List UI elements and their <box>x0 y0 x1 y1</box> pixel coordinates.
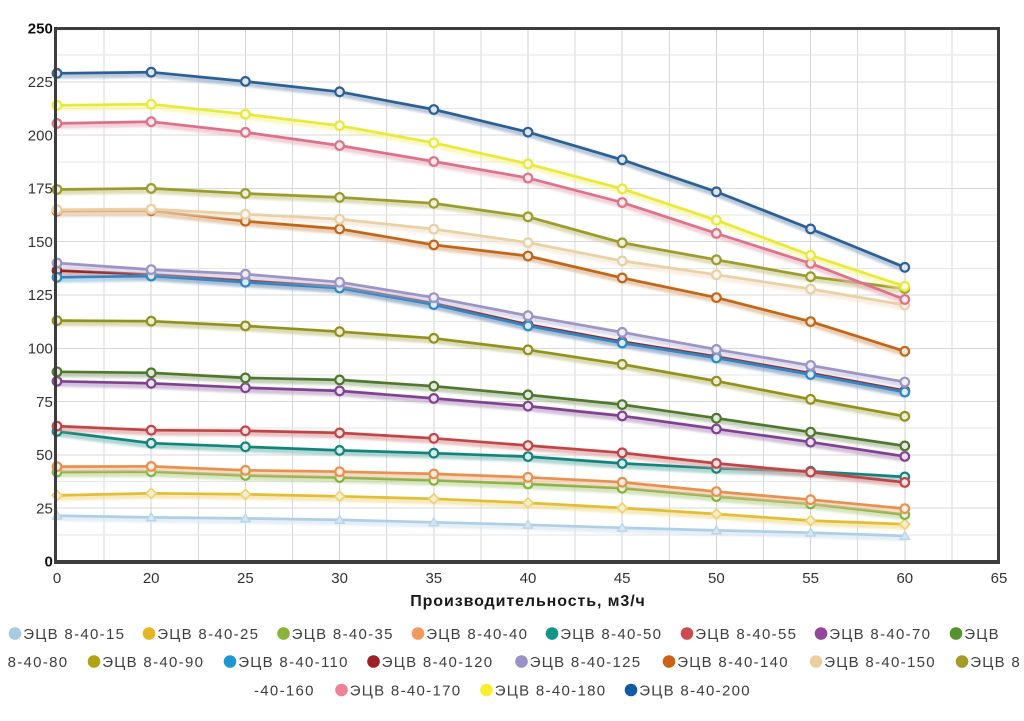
svg-text:125: 125 <box>28 287 53 304</box>
svg-text:175: 175 <box>28 181 53 198</box>
svg-text:100: 100 <box>28 341 53 358</box>
svg-text:35: 35 <box>425 570 442 587</box>
svg-text:65: 65 <box>991 570 1008 587</box>
svg-text:ЭЦВ 8-40-170: ЭЦВ 8-40-170 <box>350 682 462 699</box>
svg-text:55: 55 <box>802 570 819 587</box>
svg-text:50: 50 <box>36 447 53 464</box>
svg-text:ЭЦВ 8-40-35: ЭЦВ 8-40-35 <box>292 626 394 643</box>
svg-text:ЭЦВ 8-40-15: ЭЦВ 8-40-15 <box>23 626 125 643</box>
svg-text:25: 25 <box>237 570 254 587</box>
svg-text:ЭЦВ: ЭЦВ <box>964 626 1000 643</box>
svg-text:150: 150 <box>28 234 53 251</box>
svg-text:ЭЦВ 8-40-125: ЭЦВ 8-40-125 <box>530 654 642 671</box>
svg-text:0: 0 <box>53 570 61 587</box>
svg-text:50: 50 <box>708 570 725 587</box>
svg-text:-40-160: -40-160 <box>254 682 315 699</box>
svg-text:250: 250 <box>28 21 53 38</box>
svg-text:ЭЦВ 8-40-25: ЭЦВ 8-40-25 <box>157 626 259 643</box>
svg-text:75: 75 <box>36 394 53 411</box>
svg-text:25: 25 <box>36 500 53 517</box>
svg-text:40: 40 <box>520 570 537 587</box>
svg-text:8-40-80: 8-40-80 <box>8 654 69 671</box>
svg-text:45: 45 <box>614 570 631 587</box>
svg-text:30: 30 <box>331 570 348 587</box>
svg-text:0: 0 <box>44 554 52 571</box>
svg-text:200: 200 <box>28 127 53 144</box>
svg-text:60: 60 <box>896 570 913 587</box>
svg-text:Производительность, м3/ч: Производительность, м3/ч <box>410 593 646 610</box>
svg-text:ЭЦВ 8-40-70: ЭЦВ 8-40-70 <box>829 626 931 643</box>
svg-text:20: 20 <box>143 570 160 587</box>
svg-text:ЭЦВ 8-40-180: ЭЦВ 8-40-180 <box>495 682 607 699</box>
svg-text:ЭЦВ 8-40-55: ЭЦВ 8-40-55 <box>695 626 797 643</box>
svg-text:ЭЦВ 8-40-140: ЭЦВ 8-40-140 <box>677 654 789 671</box>
svg-text:ЭЦВ 8-40-150: ЭЦВ 8-40-150 <box>824 654 936 671</box>
svg-text:ЭЦВ 8: ЭЦВ 8 <box>970 654 1021 671</box>
svg-text:ЭЦВ 8-40-110: ЭЦВ 8-40-110 <box>238 654 349 671</box>
svg-text:ЭЦВ 8-40-200: ЭЦВ 8-40-200 <box>639 682 751 699</box>
svg-text:ЭЦВ 8-40-50: ЭЦВ 8-40-50 <box>560 626 662 643</box>
svg-text:ЭЦВ 8-40-40: ЭЦВ 8-40-40 <box>426 626 528 643</box>
svg-text:225: 225 <box>28 74 53 91</box>
svg-text:ЭЦВ 8-40-90: ЭЦВ 8-40-90 <box>102 654 204 671</box>
svg-text:ЭЦВ 8-40-120: ЭЦВ 8-40-120 <box>382 654 494 671</box>
